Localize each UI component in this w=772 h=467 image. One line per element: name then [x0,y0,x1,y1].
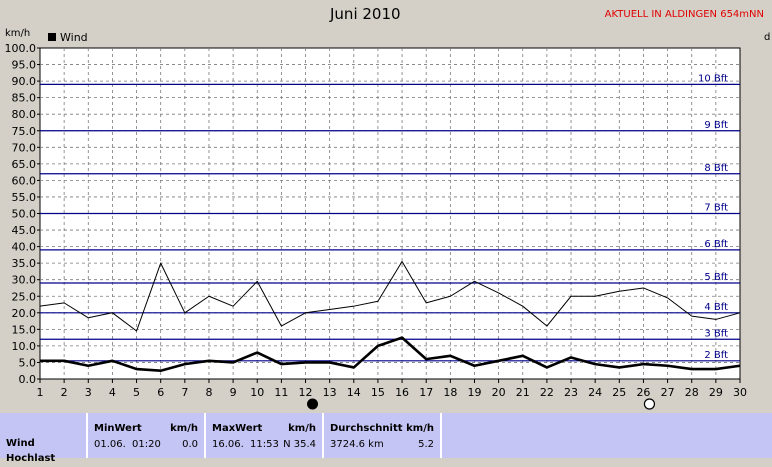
y-tick-label: 75.0 [12,125,37,138]
y-tick-label: 60.0 [12,174,37,187]
x-tick-label: 12 [299,386,313,399]
beaufort-label: 8 Bft [704,163,728,174]
avg-value: 5.2 [418,439,434,450]
stats-empty-cell [442,413,772,458]
series-line-1 [40,336,741,373]
x-tick-label: 3 [85,386,92,399]
max-value: N 35.4 [283,439,316,450]
x-tick-label: 20 [492,386,506,399]
max-time: 11:53 [250,439,279,450]
y-axis-unit: km/h [5,28,31,39]
x-tick-label: 13 [323,386,337,399]
chart-title: Juni 2010 [330,5,401,23]
y-tick-label: 5.0 [19,356,37,369]
beaufort-label: 3 Bft [704,328,728,339]
avg-header: Durchschnitt [330,423,403,434]
x-tick-label: 11 [274,386,288,399]
new-moon-marker [307,398,319,410]
x-tick-label: 6 [157,386,164,399]
x-tick-label: 14 [347,386,361,399]
stats-label-cell: Wind Hochlast [0,413,88,464]
y-tick-label: 0.0 [19,373,37,386]
y-tick-label: 40.0 [12,241,37,254]
x-tick-label: 5 [133,386,140,399]
avg-unit: km/h [406,423,434,434]
x-tick-label: 19 [467,386,481,399]
min-value: 0.0 [182,439,198,450]
y-tick-label: 100.0 [5,42,37,55]
stats-avg-cell: Durchschnitt km/h 3724.6 km 5.2 [324,413,442,458]
x-tick-label: 24 [588,386,602,399]
y-tick-label: 95.0 [12,59,37,72]
y-tick-label: 85.0 [12,92,37,105]
x-tick-label: 22 [540,386,554,399]
legend-label: Wind [60,31,88,44]
x-tick-label: 30 [733,386,747,399]
x-tick-label: 21 [516,386,530,399]
beaufort-label: 6 Bft [704,239,728,250]
beaufort-label: 5 Bft [704,272,728,283]
stats-row-label-2: Hochlast [6,453,56,464]
beaufort-label: 4 Bft [704,302,728,313]
min-unit: km/h [170,423,198,434]
x-tick-label: 16 [395,386,409,399]
legend: Wind [48,31,88,44]
x-tick-label: 4 [109,386,116,399]
x-tick-label: 26 [636,386,650,399]
y-tick-label: 35.0 [12,257,37,270]
x-tick-label: 1 [37,386,44,399]
x-tick-label: 8 [205,386,212,399]
full-moon-marker [643,398,656,410]
y-tick-label: 90.0 [12,75,37,88]
y-tick-label: 10.0 [12,340,37,353]
y-tick-label: 70.0 [12,141,37,154]
x-tick-label: 9 [230,386,237,399]
y-tick-label: 30.0 [12,274,37,287]
x-tick-label: 17 [419,386,433,399]
beaufort-label: 7 Bft [704,203,728,214]
x-tick-label: 23 [564,386,578,399]
x-tick-label: 10 [250,386,264,399]
x-tick-label: 28 [685,386,699,399]
beaufort-label: 9 Bft [704,120,728,131]
legend-swatch [48,33,56,41]
stats-row-label: Wind [6,438,35,449]
y-tick-label: 25.0 [12,290,37,303]
y-tick-label: 55.0 [12,191,37,204]
x-tick-label: 29 [709,386,723,399]
y-tick-label: 50.0 [12,208,37,221]
avg-distance: 3724.6 km [330,439,384,450]
y-tick-label: 80.0 [12,108,37,121]
station-subtitle: AKTUELL IN ALDINGEN 654mNN [604,9,764,20]
y-tick-label: 15.0 [12,323,37,336]
min-date: 01.06. [94,439,126,450]
right-axis-label: d [764,32,771,43]
x-tick-label: 25 [612,386,626,399]
x-tick-label: 27 [661,386,675,399]
x-tick-label: 15 [371,386,385,399]
x-tick-label: 18 [443,386,457,399]
y-tick-label: 65.0 [12,158,37,171]
stats-table: Wind Hochlast MinWert km/h 01.06. 01:20 0.0… [0,413,772,464]
wind-chart: 0.0 5.0 10.0 15.0 20.0 25.0 30.0 35.0 40.0 45.0 50… [5,42,747,410]
max-date: 16.06. [212,439,244,450]
x-tick-label: 2 [61,386,68,399]
y-tick-label: 45.0 [12,224,37,237]
y-tick-label: 20.0 [12,307,37,320]
min-header: MinWert [94,423,142,434]
max-header: MaxWert [212,423,263,434]
beaufort-label: 2 Bft [704,350,728,361]
x-tick-label: 7 [181,386,188,399]
beaufort-label: 10 Bft [698,73,728,84]
stats-min-cell: MinWert km/h 01.06. 01:20 0.0 [88,413,206,458]
stats-max-cell: MaxWert km/h 16.06. 11:53 N 35.4 [206,413,324,458]
max-unit: km/h [288,423,316,434]
series-line-0 [39,260,741,332]
min-time: 01:20 [132,439,161,450]
